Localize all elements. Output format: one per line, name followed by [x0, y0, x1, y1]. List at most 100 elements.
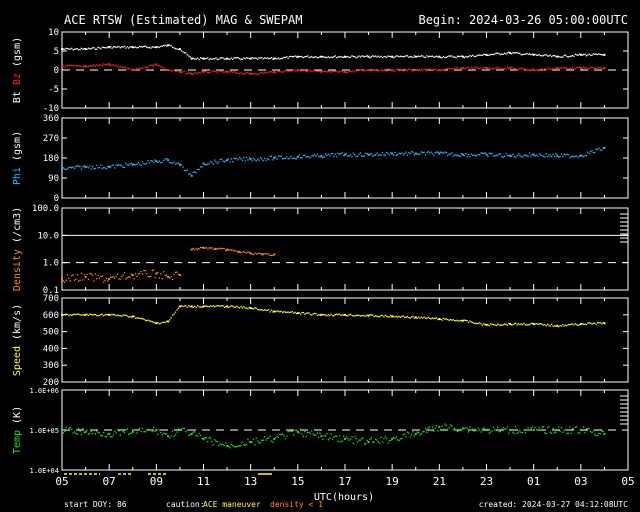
- trace-temp: [98, 432, 101, 434]
- trace-mag: [566, 67, 568, 69]
- trace-temp: [490, 431, 492, 433]
- trace-phi: [347, 155, 349, 157]
- trace-temp: [578, 432, 581, 434]
- trace-mag: [386, 56, 388, 59]
- data-point-speed-speed: [485, 323, 488, 326]
- trace-mag: [477, 54, 479, 56]
- trace-temp: [574, 426, 576, 428]
- trace-mag: [573, 55, 575, 57]
- trace-mag: [157, 46, 159, 48]
- trace-phi: [185, 170, 187, 172]
- trace-speed: [229, 306, 231, 308]
- trace-speed: [548, 324, 550, 326]
- trace-speed: [147, 319, 149, 321]
- trace-phi: [429, 152, 431, 154]
- trace-phi: [584, 154, 586, 157]
- data-point-phi-phi: [344, 153, 346, 156]
- trace-mag: [309, 70, 312, 72]
- trace-phi: [116, 164, 119, 167]
- trace-density: [148, 276, 151, 278]
- data-point-speed-speed: [414, 316, 417, 319]
- trace-phi: [538, 153, 540, 155]
- trace-speed: [293, 312, 295, 314]
- trace-phi: [263, 157, 266, 159]
- trace-phi: [211, 161, 213, 164]
- trace-speed: [567, 323, 570, 326]
- trace-speed: [409, 317, 411, 319]
- trace-temp: [467, 431, 470, 433]
- trace-mag: [248, 72, 250, 75]
- trace-mag: [440, 56, 442, 59]
- trace-mag: [578, 53, 581, 55]
- trace-speed: [544, 323, 546, 326]
- trace-mag: [595, 53, 597, 55]
- trace-density: [80, 272, 83, 275]
- trace-temp: [549, 431, 552, 433]
- trace-density: [242, 250, 244, 253]
- trace-mag: [112, 64, 115, 66]
- trace-mag: [177, 48, 180, 51]
- trace-mag: [521, 67, 524, 70]
- trace-mag: [336, 70, 338, 72]
- trace-phi: [365, 152, 367, 154]
- trace-mag: [79, 48, 81, 51]
- trace-phi: [270, 155, 273, 157]
- trace-mag: [127, 47, 130, 49]
- trace-temp: [143, 431, 145, 433]
- trace-speed: [283, 311, 285, 313]
- trace-mag: [589, 66, 592, 68]
- trace-temp: [96, 430, 98, 432]
- trace-speed: [208, 305, 210, 308]
- trace-mag: [301, 70, 303, 72]
- trace-density: [114, 277, 116, 279]
- trace-speed: [420, 316, 422, 318]
- trace-temp: [566, 432, 568, 435]
- trace-speed: [64, 313, 66, 316]
- trace-mag: [460, 55, 463, 57]
- trace-mag: [538, 68, 540, 71]
- trace-temp: [515, 426, 517, 428]
- trace-mag: [104, 47, 106, 49]
- trace-speed: [218, 305, 220, 307]
- trace-temp: [168, 437, 171, 439]
- trace-mag: [298, 70, 300, 72]
- trace-mag: [98, 47, 101, 49]
- trace-mag: [209, 71, 212, 73]
- trace-mag: [90, 65, 92, 67]
- trace-temp: [254, 443, 256, 446]
- trace-speed: [236, 305, 238, 307]
- trace-density: [98, 277, 101, 279]
- trace-mag: [280, 57, 282, 60]
- data-point-mag-bt: [273, 57, 276, 60]
- trace-speed: [166, 320, 168, 323]
- trace-speed: [484, 323, 486, 326]
- trace-density: [161, 278, 163, 280]
- trace-mag: [585, 55, 588, 57]
- trace-speed: [150, 320, 152, 322]
- data-point-mag-bt: [155, 46, 158, 49]
- trace-speed: [71, 314, 73, 316]
- data-point-phi-phi: [391, 152, 394, 155]
- trace-phi: [322, 156, 324, 159]
- trace-mag: [207, 71, 209, 74]
- trace-mag: [140, 46, 142, 48]
- trace-phi: [408, 151, 410, 154]
- trace-temp: [476, 429, 478, 432]
- trace-mag: [510, 53, 513, 55]
- trace-temp: [358, 439, 360, 441]
- trace-phi: [331, 152, 334, 155]
- trace-mag: [170, 69, 172, 71]
- trace-temp: [470, 429, 472, 431]
- trace-phi: [466, 156, 468, 158]
- y-label-speed: Speed: [12, 346, 23, 376]
- trace-mag: [205, 57, 207, 60]
- trace-phi: [233, 157, 235, 159]
- trace-density: [160, 273, 162, 275]
- trace-speed: [194, 305, 196, 307]
- trace-temp: [101, 435, 103, 437]
- trace-density: [112, 276, 115, 278]
- trace-temp: [80, 433, 83, 436]
- trace-speed: [562, 323, 564, 326]
- trace-mag: [369, 69, 371, 72]
- trace-mag: [372, 69, 374, 71]
